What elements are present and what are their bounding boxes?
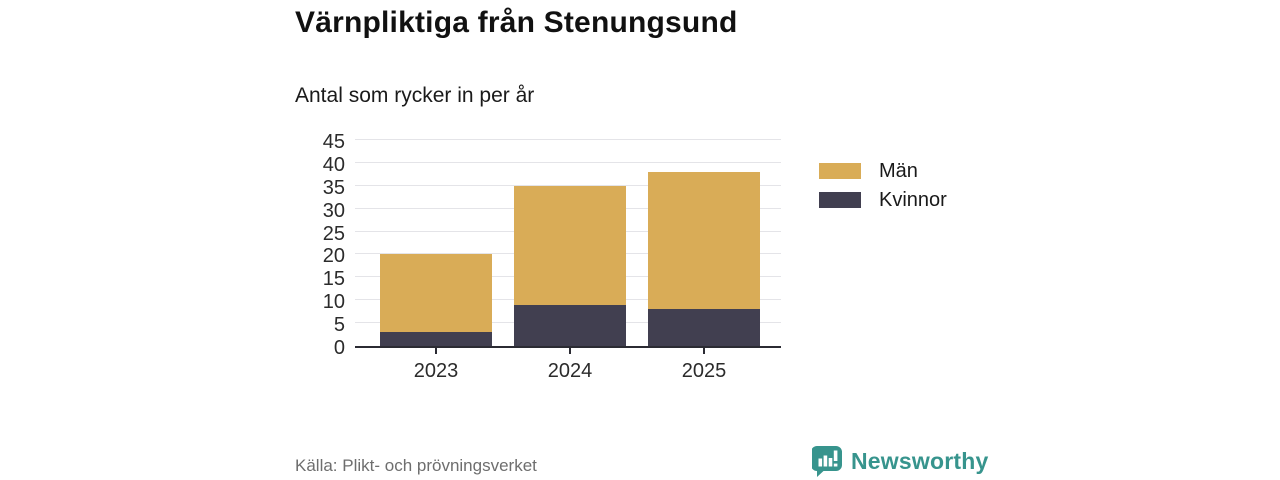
gridline-y-45 — [355, 139, 781, 140]
x-axis-label-2025: 2025 — [681, 360, 727, 382]
bar-2024-män — [514, 185, 626, 305]
bar-2025-män — [648, 172, 760, 310]
y-axis-tick-label: 30 — [322, 199, 345, 222]
legend-label: Kvinnor — [879, 188, 947, 211]
brand-logo: Newsworthy — [812, 445, 988, 477]
y-axis-tick-label: 35 — [322, 176, 345, 199]
x-axis-label-2023: 2023 — [413, 360, 459, 382]
newsworthy-bubble-chart-icon — [812, 446, 842, 477]
x-axis-label-2024: 2024 — [547, 360, 593, 382]
gridline-y-40 — [355, 161, 781, 163]
legend-label: Män — [879, 159, 918, 182]
chart-plot-wrapper: 0 5 10 15 20 25 30 35 40 45 2023 2024 2025 — [323, 131, 781, 382]
x-axis-tick — [435, 348, 437, 354]
page-title: Värnpliktiga från Stenungsund — [295, 6, 738, 39]
x-axis-tick — [703, 348, 705, 354]
x-axis-tick — [569, 348, 571, 354]
bar-2024-kvinnor — [514, 304, 626, 346]
bar-2025-kvinnor — [648, 309, 760, 346]
y-axis-tick-label: 20 — [322, 245, 345, 268]
brand-name: Newsworthy — [851, 447, 989, 474]
gridline-y-35 — [355, 184, 781, 186]
legend-swatch — [819, 163, 861, 179]
legend-item-män: Män — [819, 159, 947, 182]
y-axis-tick-label: 5 — [333, 314, 345, 337]
y-axis-tick-label: 15 — [322, 268, 345, 291]
source-note: Källa: Plikt- och prövningsverket — [295, 456, 537, 475]
y-axis-tick-label: 0 — [333, 337, 345, 359]
y-axis-tick-label: 45 — [322, 131, 345, 153]
plot-area — [355, 139, 781, 348]
chart-legend: Män Kvinnor — [819, 159, 947, 220]
y-axis-tick-label: 10 — [322, 291, 345, 314]
legend-item-kvinnor: Kvinnor — [819, 188, 947, 211]
bar-2023-män — [380, 254, 492, 333]
bar-2023-kvinnor — [380, 332, 492, 346]
y-axis-tick-label: 25 — [322, 222, 345, 245]
legend-swatch — [819, 192, 861, 208]
y-axis-tick-label: 40 — [322, 153, 345, 176]
chart-subtitle: Antal som rycker in per år — [295, 84, 535, 107]
